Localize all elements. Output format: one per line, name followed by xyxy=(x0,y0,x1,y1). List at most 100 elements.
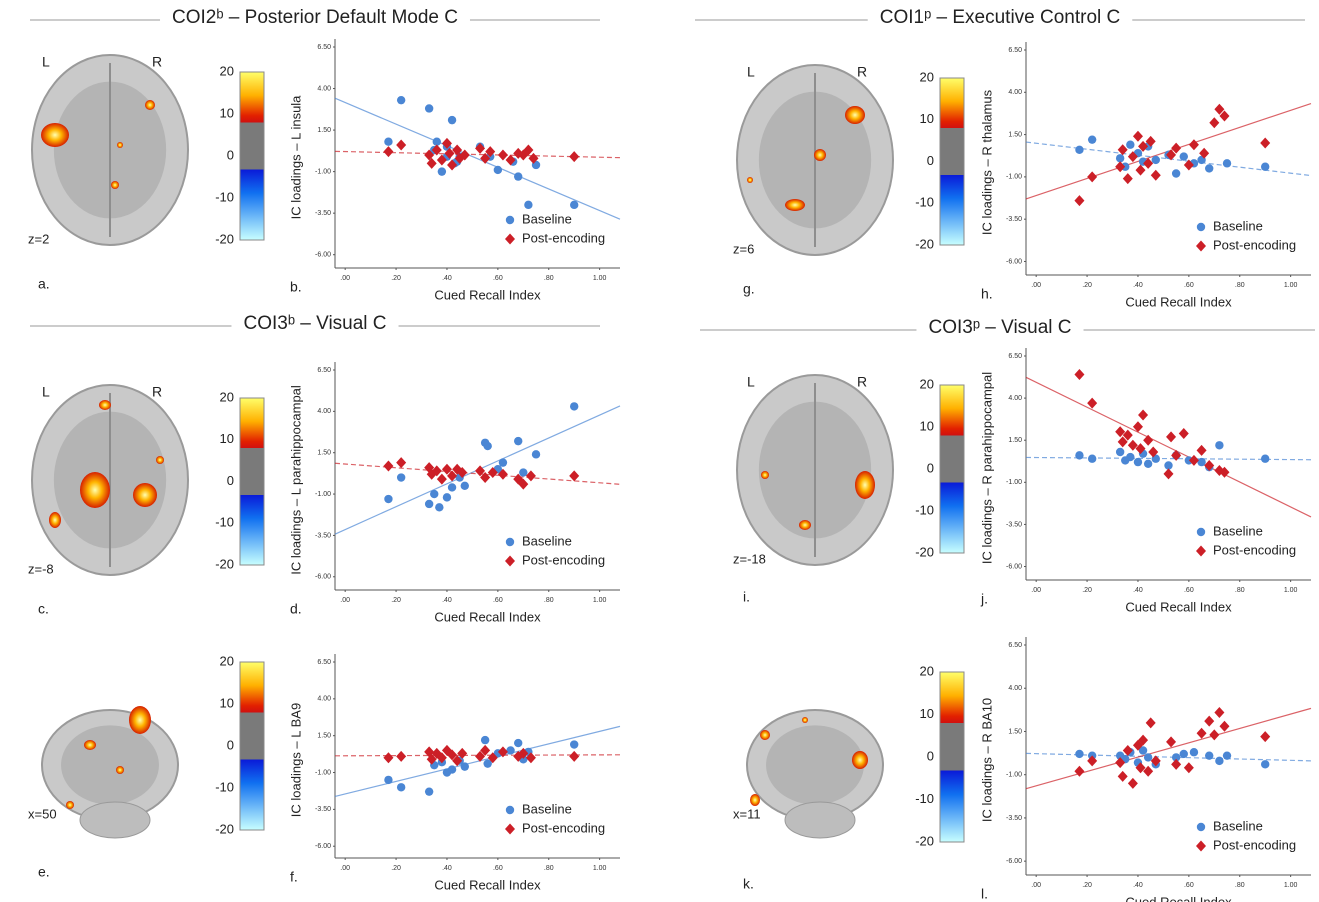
slice-label: z=6 xyxy=(733,241,754,256)
point xyxy=(1215,756,1224,766)
point xyxy=(1188,454,1199,466)
activation-blob xyxy=(855,471,875,499)
legend-marker xyxy=(1196,527,1206,537)
point xyxy=(1075,145,1084,155)
y-tick-label: -6.00 xyxy=(315,843,331,850)
brain-interior xyxy=(61,725,159,805)
activation-blob xyxy=(111,181,119,189)
point xyxy=(447,765,457,774)
colorbar-tick-label: -20 xyxy=(915,833,934,848)
y-tick-label: -6.00 xyxy=(1006,258,1022,265)
y-tick-label: 4.00 xyxy=(1008,685,1022,692)
point xyxy=(1135,164,1146,176)
point xyxy=(524,200,533,210)
fit-line xyxy=(334,97,621,220)
legend-marker xyxy=(1196,240,1206,252)
point xyxy=(1087,397,1098,409)
fit-line xyxy=(334,725,621,798)
point xyxy=(480,472,491,484)
point xyxy=(1166,149,1177,161)
legend-label: Baseline xyxy=(1213,218,1263,233)
point xyxy=(1138,140,1149,152)
hemisphere-label: R xyxy=(857,374,867,390)
y-tick-label: 6.50 xyxy=(317,367,331,374)
x-tick-label: .40 xyxy=(442,597,452,604)
point xyxy=(431,144,442,156)
point xyxy=(384,775,393,785)
y-tick-label: -3.50 xyxy=(315,806,331,813)
legend-label: Post-encoding xyxy=(1213,837,1296,852)
legend-marker xyxy=(1196,222,1206,232)
y-axis-label: IC loadings – L parahippocampal xyxy=(288,385,303,575)
point xyxy=(441,137,452,149)
point xyxy=(569,470,580,482)
point xyxy=(514,172,523,181)
y-axis-label: IC loadings – R parahippocampal xyxy=(979,372,994,564)
point xyxy=(569,151,580,163)
x-tick-label: .20 xyxy=(391,597,401,604)
point xyxy=(519,468,528,477)
hemisphere-label: R xyxy=(857,64,867,80)
panel-letter: f. xyxy=(290,869,298,885)
colorbar-tick-label: -20 xyxy=(215,821,234,836)
panel-letter: b. xyxy=(290,279,302,295)
point xyxy=(1127,151,1138,163)
point xyxy=(1150,755,1161,767)
point xyxy=(1127,777,1138,789)
hemisphere-label: L xyxy=(42,54,50,70)
y-tick-label: -1.00 xyxy=(315,491,331,498)
panel-letter: l. xyxy=(981,886,988,902)
point xyxy=(1117,144,1128,156)
point xyxy=(1260,454,1270,463)
point xyxy=(1087,135,1097,144)
y-axis-label: IC loadings – L BA9 xyxy=(288,703,303,817)
point xyxy=(447,159,458,171)
point xyxy=(1214,706,1225,718)
activation-blob xyxy=(116,766,124,774)
y-tick-label: 4.00 xyxy=(317,85,331,92)
point xyxy=(435,503,444,512)
point xyxy=(1260,731,1271,743)
activation-blob xyxy=(761,471,769,479)
point xyxy=(1143,157,1154,169)
point xyxy=(1183,159,1194,171)
x-tick-label: .40 xyxy=(442,865,452,872)
point xyxy=(424,149,435,161)
y-tick-label: 1.50 xyxy=(1008,131,1022,138)
point xyxy=(1138,734,1149,746)
colorbar-tick-label: 20 xyxy=(920,376,934,391)
point xyxy=(1222,751,1232,760)
legend-label: Post-encoding xyxy=(522,820,605,835)
point xyxy=(383,460,394,472)
x-axis-label: Cued Recall Index xyxy=(1125,894,1232,902)
point xyxy=(1143,765,1154,777)
point xyxy=(396,457,407,469)
point xyxy=(447,483,457,492)
y-tick-label: 4.00 xyxy=(1008,395,1022,402)
point xyxy=(1145,717,1156,729)
y-tick-label: -6.00 xyxy=(1006,563,1022,570)
legend-marker xyxy=(1196,840,1206,852)
cerebellum xyxy=(79,801,151,839)
activation-blob xyxy=(80,472,110,508)
colorbar-tick-label: 10 xyxy=(220,695,234,710)
point xyxy=(424,104,434,113)
hemisphere-label: L xyxy=(747,374,755,390)
point xyxy=(1222,159,1232,168)
brain-interior xyxy=(766,725,864,805)
slice-label: x=50 xyxy=(28,806,57,821)
legend-marker xyxy=(505,537,515,547)
point xyxy=(1115,161,1126,173)
point xyxy=(531,450,541,459)
point xyxy=(1132,130,1143,142)
activation-blob xyxy=(156,456,164,464)
colorbar-tick-label: 0 xyxy=(227,147,234,162)
colorbar-tick-label: -10 xyxy=(915,791,934,806)
point xyxy=(1145,135,1156,147)
point xyxy=(1219,720,1230,732)
point xyxy=(1171,142,1182,154)
x-tick-label: .60 xyxy=(1184,882,1194,889)
x-tick-label: .60 xyxy=(1184,282,1194,289)
point xyxy=(1115,154,1125,163)
point xyxy=(1205,751,1214,760)
